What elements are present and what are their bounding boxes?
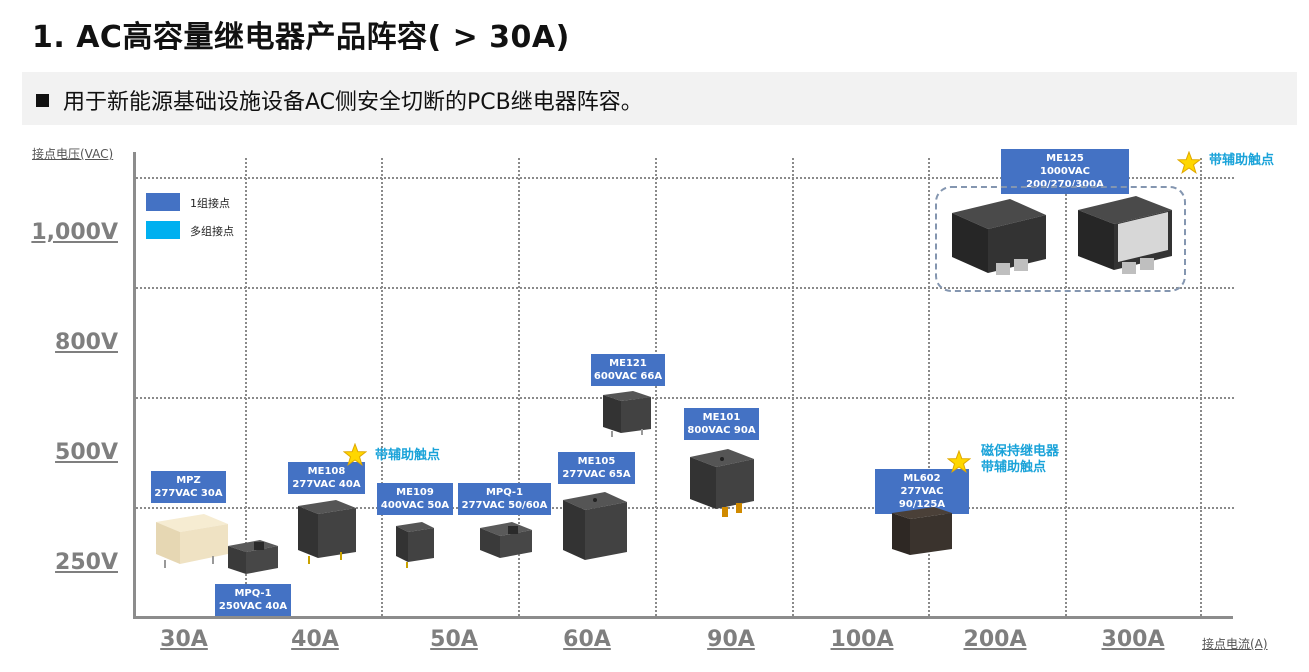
grid-line-h [136, 397, 1234, 399]
x-tick-label: 60A [563, 627, 611, 652]
x-tick-label: 200A [963, 627, 1027, 652]
y-tick-label: 250V [55, 550, 118, 575]
product-spec: 1000VAC 200/270/300A [1026, 166, 1104, 190]
x-tick-label: 50A [430, 627, 478, 652]
product-name: ML602 [903, 473, 941, 484]
product-name: MPQ-1 [234, 588, 272, 599]
x-axis-line [133, 616, 1233, 619]
relay-me109-image [396, 522, 434, 568]
product-name: ME101 [702, 412, 741, 423]
subtitle-band [22, 72, 1297, 125]
product-spec: 277VAC 65A [562, 469, 631, 480]
relay-me105-image [563, 492, 627, 560]
product-label-mpq-1-60a: MPQ-1 277VAC 50/60A [458, 483, 551, 515]
subtitle: 用于新能源基础设施设备AC侧安全切断的PCB继电器阵容。 [36, 84, 643, 116]
product-name: ME121 [609, 358, 647, 369]
subtitle-text: 用于新能源基础设施设备AC侧安全切断的PCB继电器阵容。 [63, 90, 643, 115]
product-label-me101: ME101 800VAC 90A [684, 408, 759, 440]
note-me125-aux-contact: 带辅助触点 [1209, 153, 1275, 168]
relay-mpz-image [156, 514, 228, 568]
x-tick-label: 90A [707, 627, 755, 652]
product-label-mpq-1-40a: MPQ-1 250VAC 40A [215, 584, 291, 616]
grid-line-h [136, 287, 1234, 289]
note-me108-aux-contact: 带辅助触点 [375, 448, 441, 463]
relay-me125-aux-image [1078, 196, 1172, 274]
grid-line-v [1200, 158, 1202, 616]
product-spec: 400VAC 50A [380, 500, 450, 511]
product-spec: 277VAC 30A [154, 488, 223, 499]
x-tick-label: 30A [160, 627, 208, 652]
product-label-me121: ME121 600VAC 66A [591, 354, 665, 386]
grid-line-v [518, 158, 520, 616]
y-axis-line [133, 152, 136, 618]
y-tick-label: 1,000V [31, 220, 118, 245]
grid-line-h [136, 177, 1234, 179]
y-tick-label: 800V [55, 330, 118, 355]
bullet-square-icon [36, 94, 49, 107]
grid-line-v [245, 158, 247, 616]
x-tick-label: 40A [291, 627, 339, 652]
product-name: ME125 [1046, 153, 1084, 164]
relay-mpq-1-60a-image [480, 522, 532, 558]
product-spec: 277VAC 50/60A [461, 500, 548, 511]
grid-line-h [136, 507, 1234, 509]
legend-label-multi: 多组接点 [190, 225, 234, 238]
x-tick-label: 100A [830, 627, 894, 652]
relay-me108-image [298, 500, 356, 564]
product-label-mpz: MPZ 277VAC 30A [151, 471, 226, 503]
product-spec: 277VAC 40A [292, 479, 361, 490]
product-spec: 250VAC 40A [218, 601, 288, 612]
product-label-me108: ME108 277VAC 40A [288, 462, 365, 494]
x-axis-title: 接点电流(A) [1202, 637, 1268, 651]
grid-line-v [381, 158, 383, 616]
star-icon [343, 443, 367, 467]
page-title: 1. AC高容量继电器产品阵容( > 30A) [32, 20, 570, 55]
product-name: ME109 [396, 487, 434, 498]
y-axis-title: 接点电压(VAC) [32, 147, 114, 161]
grid-line-v [928, 158, 930, 616]
product-name: MPQ-1 [485, 487, 524, 498]
product-label-me109: ME109 400VAC 50A [377, 483, 453, 515]
relay-me101-image [690, 449, 754, 517]
product-name: ME105 [577, 456, 616, 467]
product-name: ME108 [307, 466, 346, 477]
star-icon [1177, 151, 1201, 175]
star-icon [947, 450, 971, 474]
note-ml602: 磁保持继电器 带辅助触点 [981, 444, 1059, 476]
relay-me121-image [603, 391, 651, 437]
grid-line-v [792, 158, 794, 616]
relay-mpq-1-40a-image [228, 540, 278, 574]
product-name: MPZ [176, 475, 201, 486]
grid-line-v [1065, 158, 1067, 616]
me125-image-group [935, 186, 1186, 292]
product-spec: 800VAC 90A [687, 425, 756, 436]
x-tick-label: 300A [1101, 627, 1165, 652]
relay-me125-image [952, 199, 1046, 275]
legend-swatch-single [146, 193, 180, 211]
legend-swatch-multi [146, 221, 180, 239]
product-spec: 600VAC 66A [593, 371, 663, 382]
grid-line-v [655, 158, 657, 616]
relay-ml602-image [892, 507, 952, 555]
note-ml602-line2: 带辅助触点 [981, 460, 1047, 475]
product-spec: 277VAC 90/125A [898, 486, 946, 510]
legend-label-single: 1组接点 [190, 197, 230, 210]
note-ml602-line1: 磁保持继电器 [981, 444, 1060, 459]
product-label-me105: ME105 277VAC 65A [558, 452, 635, 484]
product-label-ml602: ML602 277VAC 90/125A [875, 469, 969, 514]
y-tick-label: 500V [55, 440, 118, 465]
